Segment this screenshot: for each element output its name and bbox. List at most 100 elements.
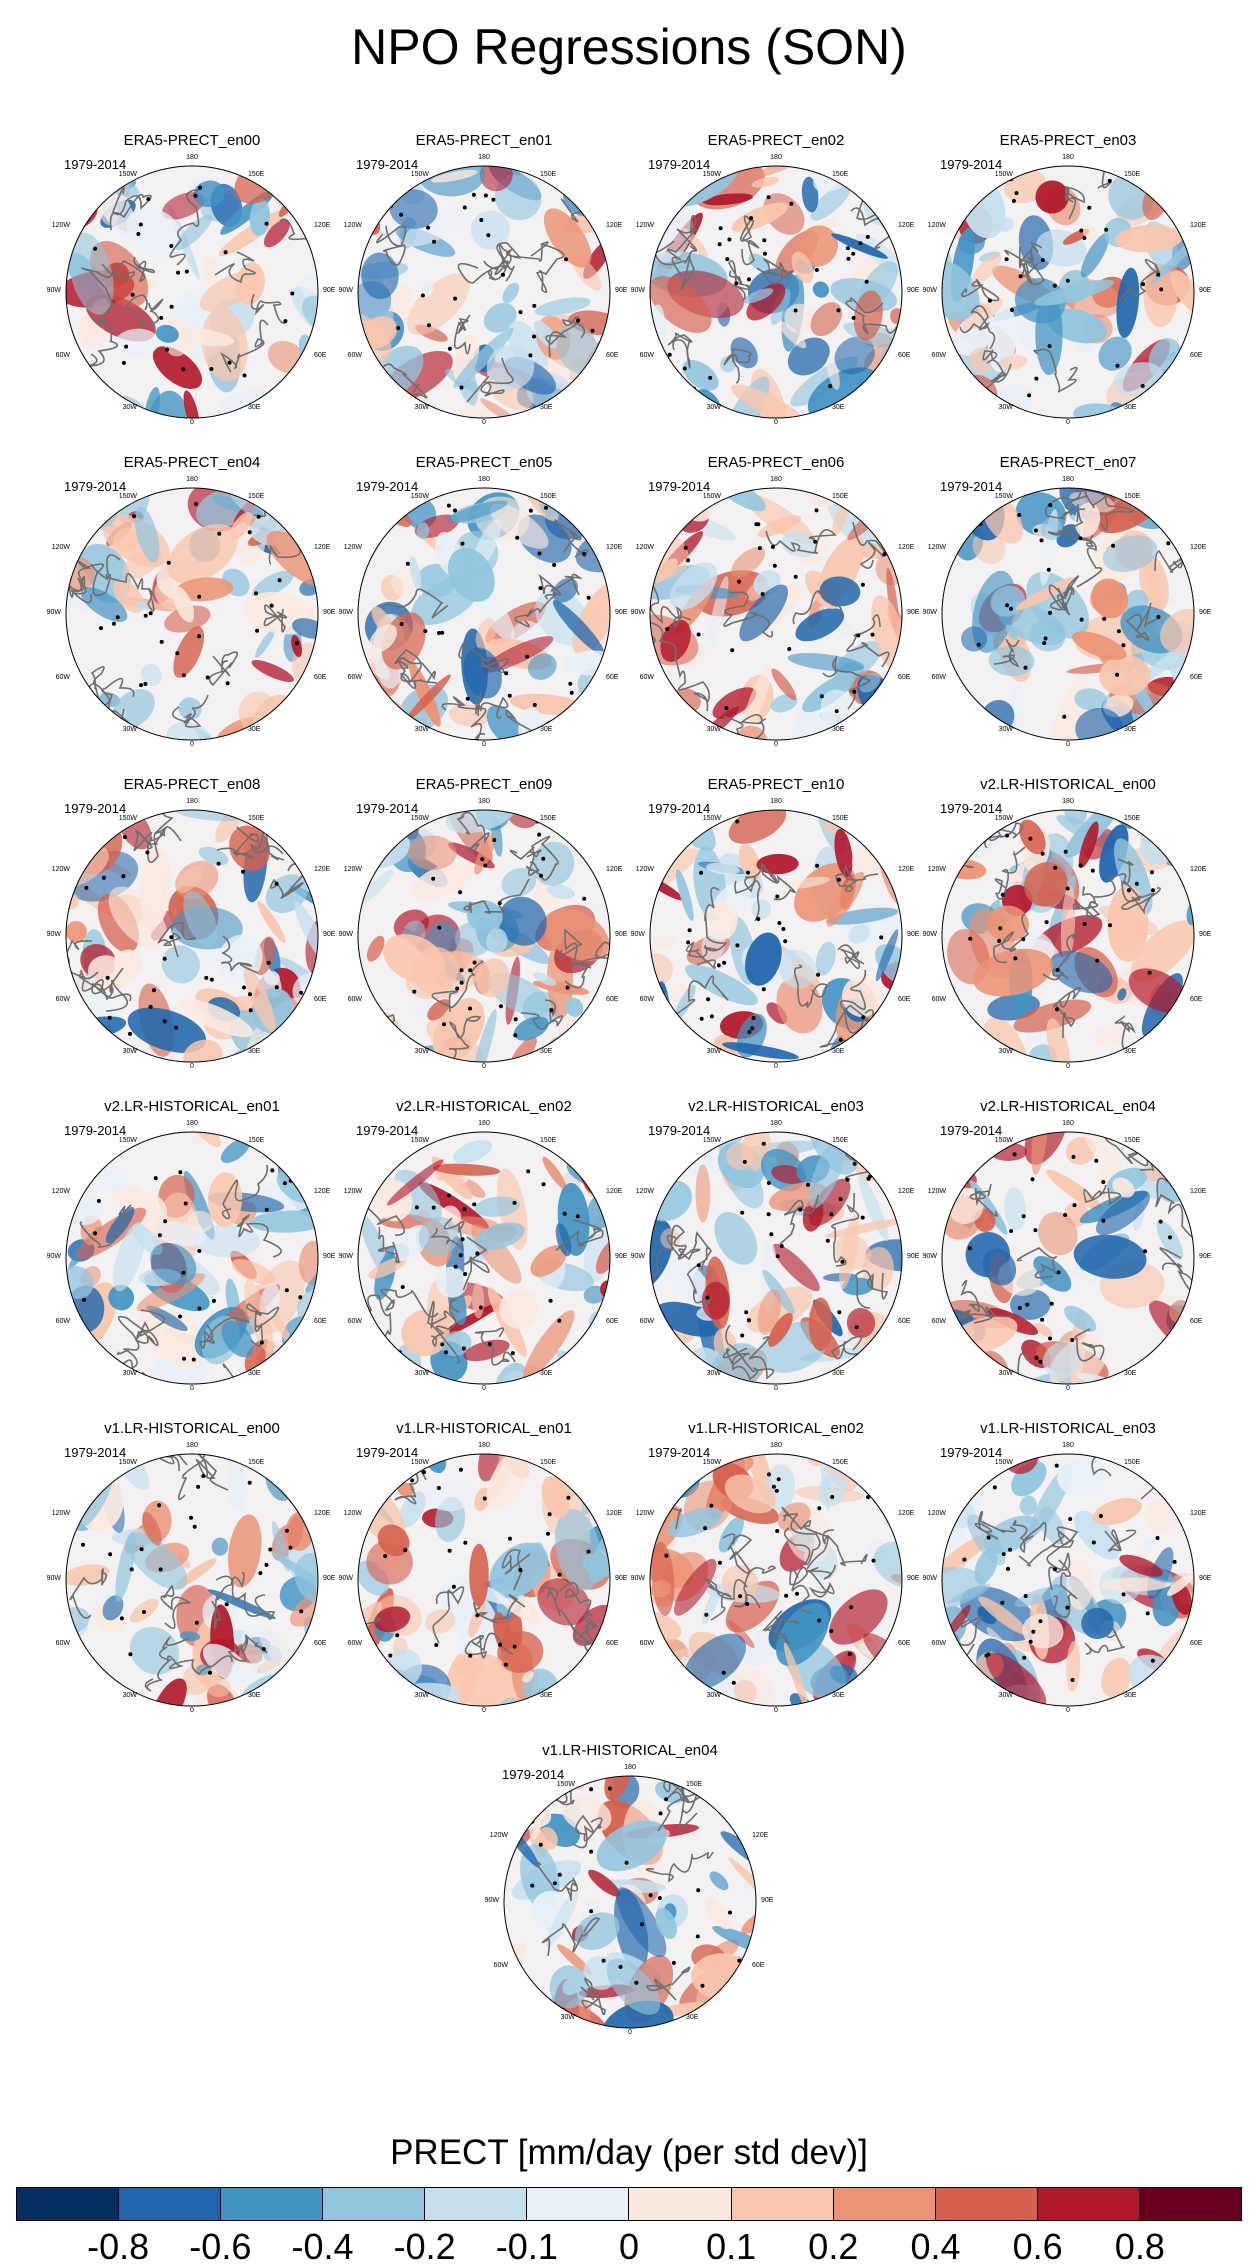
- longitude-label: 90W: [47, 287, 62, 294]
- colorbar-segment: [221, 2188, 324, 2220]
- colorbar-title: PRECT [mm/day (per std dev)]: [390, 2133, 868, 2172]
- longitude-label: 150E: [832, 171, 849, 178]
- longitude-label: 30E: [248, 1692, 261, 1699]
- longitude-label: 120W: [490, 1832, 509, 1839]
- longitude-label: 90W: [47, 931, 62, 938]
- longitude-label: 0: [190, 1385, 194, 1392]
- longitude-label: 30W: [123, 404, 138, 411]
- colorbar-tick-label: 0.1: [706, 2226, 757, 2267]
- panel-period: 1979-2014: [64, 1123, 127, 1138]
- longitude-label: 60E: [314, 1640, 327, 1647]
- longitude-label: 90W: [631, 287, 646, 294]
- colorbar-tick-label: -0.1: [495, 2226, 558, 2267]
- longitude-label: 30W: [999, 1048, 1014, 1055]
- longitude-label: 60W: [932, 1640, 947, 1647]
- longitude-label: 90W: [485, 1897, 500, 1904]
- longitude-label: 30W: [123, 1048, 138, 1055]
- longitude-label: 60E: [606, 1318, 619, 1325]
- longitude-label: 150W: [703, 1137, 722, 1144]
- longitude-label: 0: [1066, 741, 1070, 748]
- longitude-label: 60W: [640, 674, 655, 681]
- longitude-label: 120W: [928, 1188, 947, 1195]
- longitude-label: 150W: [119, 493, 138, 500]
- longitude-label: 120W: [52, 222, 71, 229]
- panel-title: v2.LR-HISTORICAL_en03: [688, 1098, 864, 1115]
- longitude-label: 90W: [339, 287, 354, 294]
- longitude-label: 120E: [898, 866, 915, 873]
- map-panel: v2.LR-HISTORICAL_en04 1979-2014 180 150W 150…: [918, 1098, 1218, 1398]
- longitude-label: 30E: [248, 404, 261, 411]
- longitude-label: 150E: [832, 493, 849, 500]
- longitude-label: 60E: [898, 996, 911, 1003]
- polar-map: 180 150W 150E 120W 120E 90W 90E 60W 60E 30W 30E 0: [631, 798, 920, 1070]
- longitude-label: 90E: [907, 931, 920, 938]
- polar-map: 180 150W 150E 120W 120E 90W 90E 60W 60E 30W 30E 0: [923, 476, 1212, 748]
- longitude-label: 90W: [923, 931, 938, 938]
- longitude-label: 90W: [339, 1253, 354, 1260]
- longitude-label: 150W: [119, 171, 138, 178]
- longitude-label: 180: [186, 1120, 198, 1127]
- longitude-label: 180: [186, 1442, 198, 1449]
- longitude-label: 180: [1062, 476, 1074, 483]
- longitude-label: 60W: [932, 1318, 947, 1325]
- colorbar-segment: [119, 2188, 222, 2220]
- panel-title: ERA5-PRECT_en05: [415, 454, 553, 471]
- longitude-label: 0: [774, 1385, 778, 1392]
- longitude-label: 150E: [248, 1137, 265, 1144]
- longitude-label: 30W: [707, 404, 722, 411]
- longitude-label: 90E: [615, 1575, 628, 1582]
- longitude-label: 0: [190, 1707, 194, 1714]
- longitude-label: 180: [478, 1442, 490, 1449]
- longitude-label: 30W: [999, 726, 1014, 733]
- panel-period: 1979-2014: [356, 157, 419, 172]
- longitude-label: 150E: [832, 1459, 849, 1466]
- colorbar-tick-label: -0.8: [87, 2226, 150, 2267]
- panel-period: 1979-2014: [940, 1445, 1003, 1460]
- panel-title: ERA5-PRECT_en07: [999, 454, 1137, 471]
- panel-period: 1979-2014: [940, 157, 1003, 172]
- panel-title: ERA5-PRECT_en10: [707, 776, 845, 793]
- map-panel: ERA5-PRECT_en05 1979-2014 180 150W 150E 120W 1…: [334, 454, 634, 754]
- longitude-label: 60W: [56, 674, 71, 681]
- longitude-label: 150W: [119, 815, 138, 822]
- longitude-label: 180: [478, 798, 490, 805]
- longitude-label: 30E: [248, 1370, 261, 1377]
- longitude-label: 150W: [557, 1781, 576, 1788]
- longitude-label: 90E: [1199, 1253, 1212, 1260]
- longitude-label: 30W: [707, 1048, 722, 1055]
- longitude-label: 60E: [1190, 1318, 1203, 1325]
- map-panel: ERA5-PRECT_en02 1979-2014 180 150W 150E 120W 1…: [626, 132, 926, 432]
- longitude-label: 0: [774, 741, 778, 748]
- longitude-label: 0: [774, 1063, 778, 1070]
- longitude-label: 90E: [323, 287, 336, 294]
- panel-title: ERA5-PRECT_en04: [123, 454, 261, 471]
- longitude-label: 120E: [606, 222, 623, 229]
- panel-period: 1979-2014: [64, 479, 127, 494]
- polar-map: 180 150W 150E 120W 120E 90W 90E 60W 60E 30W 30E 0: [339, 798, 628, 1070]
- polar-map: 180 150W 150E 120W 120E 90W 90E 60W 60E 30W 30E 0: [339, 1442, 628, 1714]
- longitude-label: 60W: [932, 996, 947, 1003]
- longitude-label: 30E: [540, 1370, 553, 1377]
- longitude-label: 150W: [995, 1459, 1014, 1466]
- polar-map: 180 150W 150E 120W 120E 90W 90E 60W 60E 30W 30E 0: [923, 798, 1212, 1070]
- longitude-label: 120E: [606, 544, 623, 551]
- longitude-label: 30E: [686, 2014, 699, 2021]
- panel-title: v2.LR-HISTORICAL_en01: [104, 1098, 280, 1115]
- colorbar-tick-labels: -0.8 -0.6 -0.4 -0.2 -0.1 0 0.1 0.2 0.4 0.6 0.8: [16, 2226, 1242, 2267]
- longitude-label: 150E: [248, 493, 265, 500]
- panel-period: 1979-2014: [356, 801, 419, 816]
- longitude-label: 150W: [703, 815, 722, 822]
- map-panel: v1.LR-HISTORICAL_en02 1979-2014 180 150W 150…: [626, 1420, 926, 1720]
- longitude-label: 60E: [1190, 1640, 1203, 1647]
- longitude-label: 120W: [928, 866, 947, 873]
- longitude-label: 90E: [907, 1253, 920, 1260]
- longitude-label: 30W: [707, 1692, 722, 1699]
- panel-period: 1979-2014: [940, 1123, 1003, 1138]
- panel-title: v2.LR-HISTORICAL_en04: [980, 1098, 1156, 1115]
- polar-map: 180 150W 150E 120W 120E 90W 90E 60W 60E 30W 30E 0: [339, 476, 628, 748]
- longitude-label: 90W: [631, 609, 646, 616]
- polar-map: 180 150W 150E 120W 120E 90W 90E 60W 60E 30W 30E 0: [47, 1120, 336, 1392]
- longitude-label: 90E: [615, 609, 628, 616]
- longitude-label: 90E: [907, 1575, 920, 1582]
- longitude-label: 30E: [1124, 1692, 1137, 1699]
